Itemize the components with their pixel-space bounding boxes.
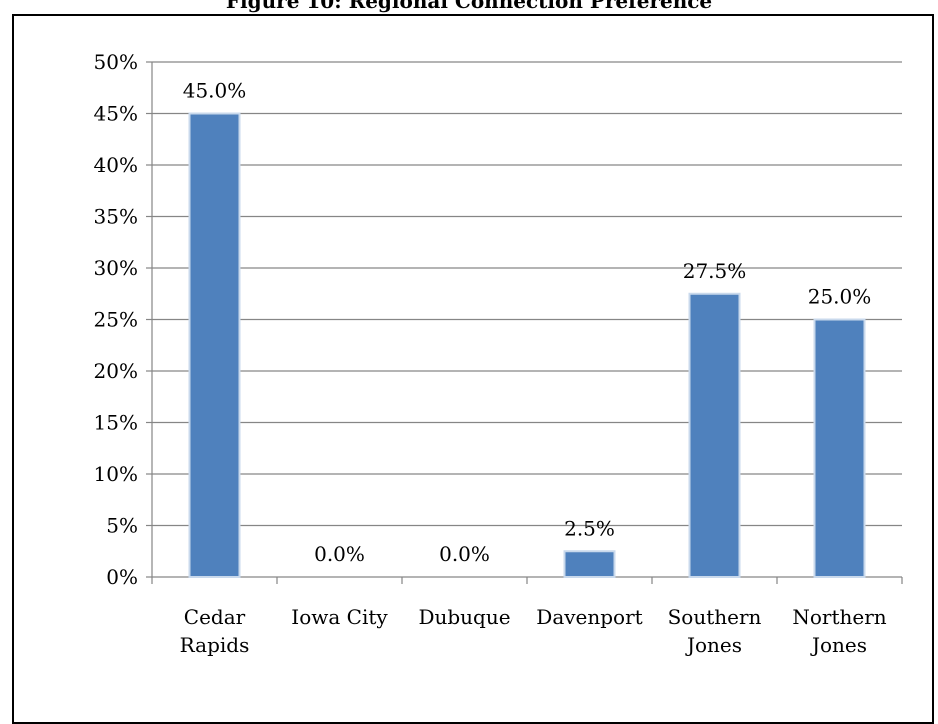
x-tick-label: Davenport — [536, 605, 642, 629]
data-label: 27.5% — [683, 259, 747, 283]
y-tick-label: 35% — [94, 205, 138, 229]
y-tick-label: 50% — [94, 50, 138, 74]
bar — [813, 318, 866, 578]
x-tick-label: Iowa City — [291, 605, 388, 629]
y-tick-label: 5% — [106, 514, 138, 538]
page-title: Figure 10: Regional Connection Preferenc… — [225, 0, 713, 13]
y-tick-label: 20% — [94, 359, 138, 383]
y-tick-label: 30% — [94, 256, 138, 280]
x-tick-label: Northern — [792, 605, 886, 629]
x-tick-label: Jones — [810, 633, 867, 657]
x-tick-label: Jones — [685, 633, 742, 657]
y-tick-label: 0% — [106, 565, 138, 589]
data-label: 2.5% — [564, 516, 615, 540]
x-tick-label: Southern — [668, 605, 762, 629]
x-tick-label: Cedar — [184, 605, 246, 629]
bar — [688, 292, 741, 578]
data-label: 0.0% — [314, 542, 365, 566]
data-label: 45.0% — [183, 79, 247, 103]
y-tick-label: 45% — [94, 102, 138, 126]
x-tick-label: Dubuque — [418, 605, 510, 629]
y-tick-label: 40% — [94, 153, 138, 177]
y-tick-label: 15% — [94, 411, 138, 435]
x-tick-label: Rapids — [180, 633, 250, 657]
data-label: 0.0% — [439, 542, 490, 566]
bar — [563, 550, 616, 578]
data-label: 25.0% — [808, 285, 872, 309]
y-tick-label: 25% — [94, 308, 138, 332]
y-tick-label: 10% — [94, 462, 138, 486]
bar — [188, 112, 241, 578]
